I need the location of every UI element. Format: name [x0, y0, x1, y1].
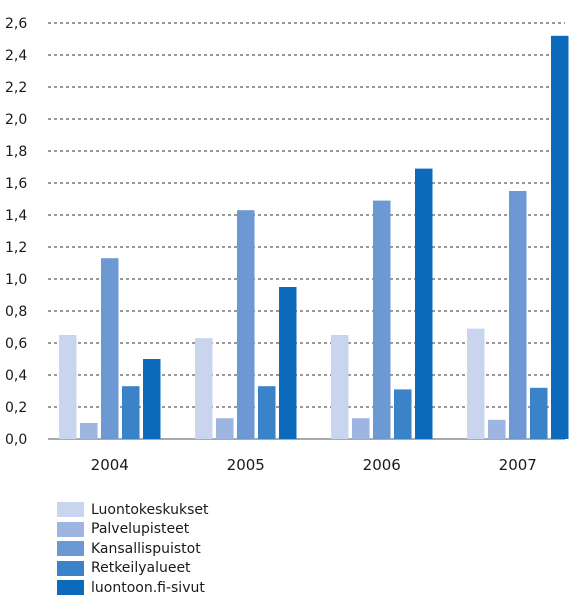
y-tick-label: 1,0	[5, 272, 27, 288]
bar	[467, 328, 485, 439]
y-tick-label: 2,2	[5, 80, 27, 96]
y-tick-label: 0,4	[5, 368, 27, 384]
legend-swatch	[57, 521, 84, 537]
legend-item: Kansallispuistot	[57, 539, 209, 559]
legend-item: luontoon.fi-sivut	[57, 578, 209, 598]
bar	[101, 258, 119, 439]
legend-swatch	[57, 541, 84, 557]
y-tick-label: 2,0	[5, 112, 27, 128]
y-tick-label: 2,6	[5, 16, 27, 32]
bar	[216, 418, 234, 439]
y-tick-label: 1,4	[5, 208, 27, 224]
bar	[530, 387, 548, 439]
y-tick-label: 1,2	[5, 240, 27, 256]
x-category-label: 2005	[227, 456, 265, 474]
bar-chart: 0,0 0,2 0,4 0,6 0,8 1,0 1,2 1,4 1,6 1,8 2,0 2,2 2,4 2…	[5, 16, 569, 474]
legend-label: Retkeilyalueet	[91, 560, 191, 577]
y-tick-label: 2,4	[5, 48, 27, 64]
legend-swatch	[57, 580, 84, 596]
bar	[394, 389, 412, 439]
x-category-label: 2004	[91, 456, 129, 474]
legend-item: Palvelupisteet	[57, 520, 209, 540]
bar	[373, 200, 391, 439]
y-tick-label: 0,2	[5, 400, 27, 416]
gridlines	[48, 22, 565, 440]
bar	[352, 418, 370, 439]
legend: Luontokeskukset Palvelupisteet Kansallispu…	[57, 500, 209, 598]
x-axis-category-labels: 2004 2005 2006 2007	[91, 456, 537, 474]
bar	[122, 386, 140, 439]
bar	[80, 423, 98, 439]
bar	[488, 419, 506, 439]
y-axis-tick-labels: 0,0 0,2 0,4 0,6 0,8 1,0 1,2 1,4 1,6 1,8 2,0 2,2 2,4 2…	[5, 16, 27, 448]
y-tick-label: 0,6	[5, 336, 27, 352]
legend-label: Palvelupisteet	[91, 521, 190, 538]
legend-label: luontoon.fi-sivut	[91, 579, 205, 596]
bars	[59, 35, 569, 440]
bar	[143, 359, 161, 439]
bar	[331, 335, 349, 439]
legend-item: Luontokeskukset	[57, 500, 209, 520]
legend-label: Luontokeskukset	[91, 501, 209, 518]
legend-swatch	[57, 560, 84, 576]
bar	[258, 386, 276, 439]
y-tick-label: 1,6	[5, 176, 27, 192]
legend-item: Retkeilyalueet	[57, 559, 209, 579]
legend-swatch	[57, 502, 84, 518]
y-tick-label: 1,8	[5, 144, 27, 160]
legend-label: Kansallispuistot	[91, 540, 201, 557]
bar	[509, 191, 527, 439]
bar	[551, 35, 569, 440]
bar	[59, 335, 77, 439]
y-tick-label: 0,8	[5, 304, 27, 320]
x-category-label: 2006	[363, 456, 401, 474]
y-tick-label: 0,0	[5, 432, 27, 448]
bar	[195, 338, 213, 439]
bar	[415, 168, 433, 439]
bar	[279, 287, 297, 439]
x-category-label: 2007	[499, 456, 537, 474]
bar	[237, 210, 255, 439]
